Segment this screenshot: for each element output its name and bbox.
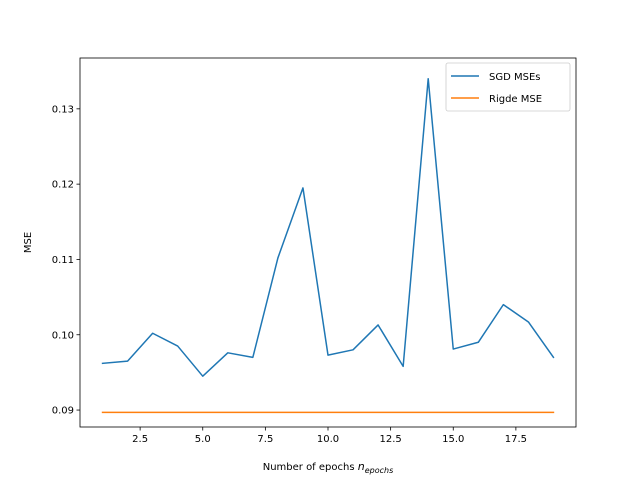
y-tick-label: 0.11 [52, 255, 74, 266]
legend-frame [445, 62, 571, 112]
y-tick-label: 0.10 [52, 330, 74, 341]
legend: SGD MSEs Rigde MSE [445, 62, 571, 112]
series-layer [101, 77, 555, 414]
x-tick-label: 2.5 [132, 434, 148, 445]
y-tick-label: 0.09 [52, 406, 74, 417]
x-tick-label: 12.5 [379, 434, 401, 445]
x-axis-label: Number of epochs nepochs [263, 460, 394, 475]
x-tick-label: 15.0 [442, 434, 464, 445]
legend-label-sgd-mses: SGD MSEs [489, 72, 540, 83]
legend-label-rigde-mse: Rigde MSE [489, 94, 542, 105]
y-axis-label: MSE [23, 232, 34, 253]
y-axis-ticks: 0.09 0.10 0.11 0.12 0.13 [52, 104, 80, 417]
x-tick-label: 17.5 [505, 434, 527, 445]
series-line-sgd-mses [101, 77, 555, 377]
x-axis-label-math-subscript: epochs [365, 466, 394, 475]
x-tick-label: 10.0 [317, 434, 339, 445]
x-axis-label-math: n [358, 460, 365, 473]
x-tick-label: 7.5 [257, 434, 273, 445]
y-tick-label: 0.13 [52, 104, 74, 115]
x-axis-ticks: 2.5 5.0 7.5 10.0 12.5 15.0 17.5 [132, 427, 527, 445]
x-tick-label: 5.0 [195, 434, 211, 445]
y-tick-label: 0.12 [52, 180, 74, 191]
x-axis-label-text: Number of epochs [263, 462, 355, 473]
